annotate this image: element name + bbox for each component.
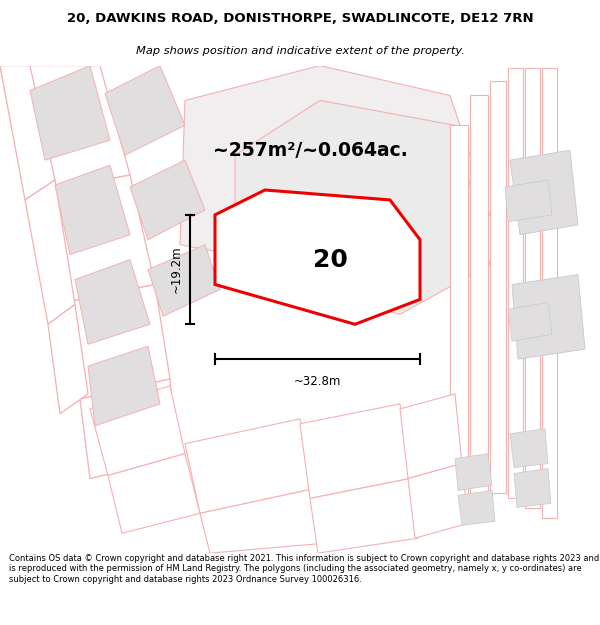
- Polygon shape: [215, 190, 420, 324]
- Polygon shape: [525, 68, 540, 508]
- Polygon shape: [148, 245, 220, 316]
- Text: Map shows position and indicative extent of the property.: Map shows position and indicative extent…: [136, 46, 464, 56]
- Polygon shape: [300, 404, 410, 498]
- Polygon shape: [470, 96, 488, 493]
- Polygon shape: [508, 302, 552, 341]
- Polygon shape: [25, 180, 75, 324]
- Polygon shape: [400, 394, 462, 479]
- Polygon shape: [0, 66, 55, 200]
- Text: ~32.8m: ~32.8m: [294, 374, 341, 388]
- Text: 20: 20: [313, 248, 347, 272]
- Polygon shape: [130, 160, 205, 240]
- Polygon shape: [200, 489, 325, 553]
- Polygon shape: [408, 464, 468, 538]
- Polygon shape: [508, 68, 523, 498]
- Polygon shape: [180, 66, 490, 274]
- Text: ~257m²/~0.064ac.: ~257m²/~0.064ac.: [212, 141, 407, 160]
- Polygon shape: [108, 454, 200, 533]
- Polygon shape: [25, 175, 155, 304]
- Polygon shape: [0, 66, 130, 195]
- Polygon shape: [510, 150, 578, 235]
- Polygon shape: [490, 81, 506, 493]
- Polygon shape: [514, 469, 551, 508]
- Text: ~19.2m: ~19.2m: [170, 246, 182, 293]
- Polygon shape: [75, 259, 150, 344]
- Polygon shape: [30, 66, 110, 160]
- Polygon shape: [295, 106, 415, 150]
- Polygon shape: [55, 284, 170, 399]
- Polygon shape: [105, 66, 185, 155]
- Polygon shape: [510, 429, 548, 468]
- Polygon shape: [80, 379, 175, 479]
- Polygon shape: [450, 126, 468, 503]
- Polygon shape: [542, 68, 557, 518]
- Text: Contains OS data © Crown copyright and database right 2021. This information is : Contains OS data © Crown copyright and d…: [9, 554, 599, 584]
- Polygon shape: [185, 419, 315, 513]
- Polygon shape: [55, 165, 130, 254]
- Polygon shape: [512, 274, 585, 359]
- Polygon shape: [90, 386, 185, 476]
- Polygon shape: [505, 180, 552, 222]
- Polygon shape: [310, 479, 418, 553]
- Polygon shape: [458, 491, 495, 525]
- Text: 20, DAWKINS ROAD, DONISTHORPE, SWADLINCOTE, DE12 7RN: 20, DAWKINS ROAD, DONISTHORPE, SWADLINCO…: [67, 12, 533, 25]
- Polygon shape: [48, 304, 88, 414]
- Polygon shape: [455, 454, 492, 491]
- Polygon shape: [235, 101, 490, 314]
- Polygon shape: [88, 346, 160, 426]
